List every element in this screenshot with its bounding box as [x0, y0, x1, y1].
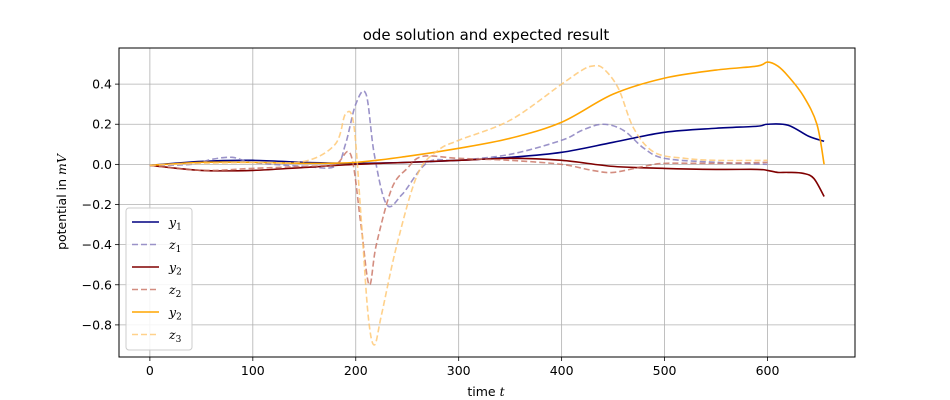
y-tick-label: −0.6	[82, 277, 112, 292]
x-tick-label: 200	[344, 363, 368, 378]
x-tick-label: 500	[653, 363, 677, 378]
legend-entry: y2	[168, 260, 182, 278]
legend-box	[125, 207, 193, 351]
y-axis: −0.8 −0.6 −0.4 −0.2 0.0 0.2 0.4	[82, 77, 119, 332]
series-line-y1-0	[149, 123, 825, 167]
y-tick-label: −0.2	[82, 197, 112, 212]
x-tick-label: 100	[241, 363, 265, 378]
series-line-z2-3	[149, 150, 768, 286]
y-axis-label: potential in mV	[54, 152, 69, 250]
y-tick-label: 0.0	[92, 157, 112, 172]
y-tick-label: 0.2	[92, 117, 112, 132]
legend-entry: z1	[168, 237, 181, 255]
y-tick-label: 0.4	[92, 77, 112, 92]
series-line-z3-5	[149, 64, 768, 346]
x-axis-label: time t	[467, 384, 505, 399]
y-tick-label: −0.8	[82, 317, 112, 332]
legend-entry: y2	[168, 305, 182, 323]
plot-area	[119, 48, 855, 357]
legend-entry: z3	[168, 327, 182, 345]
x-tick-label: 300	[447, 363, 471, 378]
chart-title: ode solution and expected result	[363, 26, 610, 44]
series-layer	[149, 61, 825, 346]
legend-entry: y1	[168, 215, 182, 233]
plot-frame	[118, 47, 856, 358]
x-axis: 0 100 200 300 400 500 600	[146, 357, 780, 378]
x-tick-label: 600	[756, 363, 780, 378]
x-tick-label: 0	[146, 363, 154, 378]
legend: y1 z1 y2 z2 y2 z3	[125, 207, 193, 351]
grid-lines	[119, 48, 855, 357]
series-line-y2-4	[149, 61, 825, 167]
y-tick-label: −0.4	[82, 237, 112, 252]
x-tick-label: 400	[550, 363, 574, 378]
series-line-y2-2	[149, 157, 825, 197]
legend-entry: z2	[168, 282, 181, 300]
